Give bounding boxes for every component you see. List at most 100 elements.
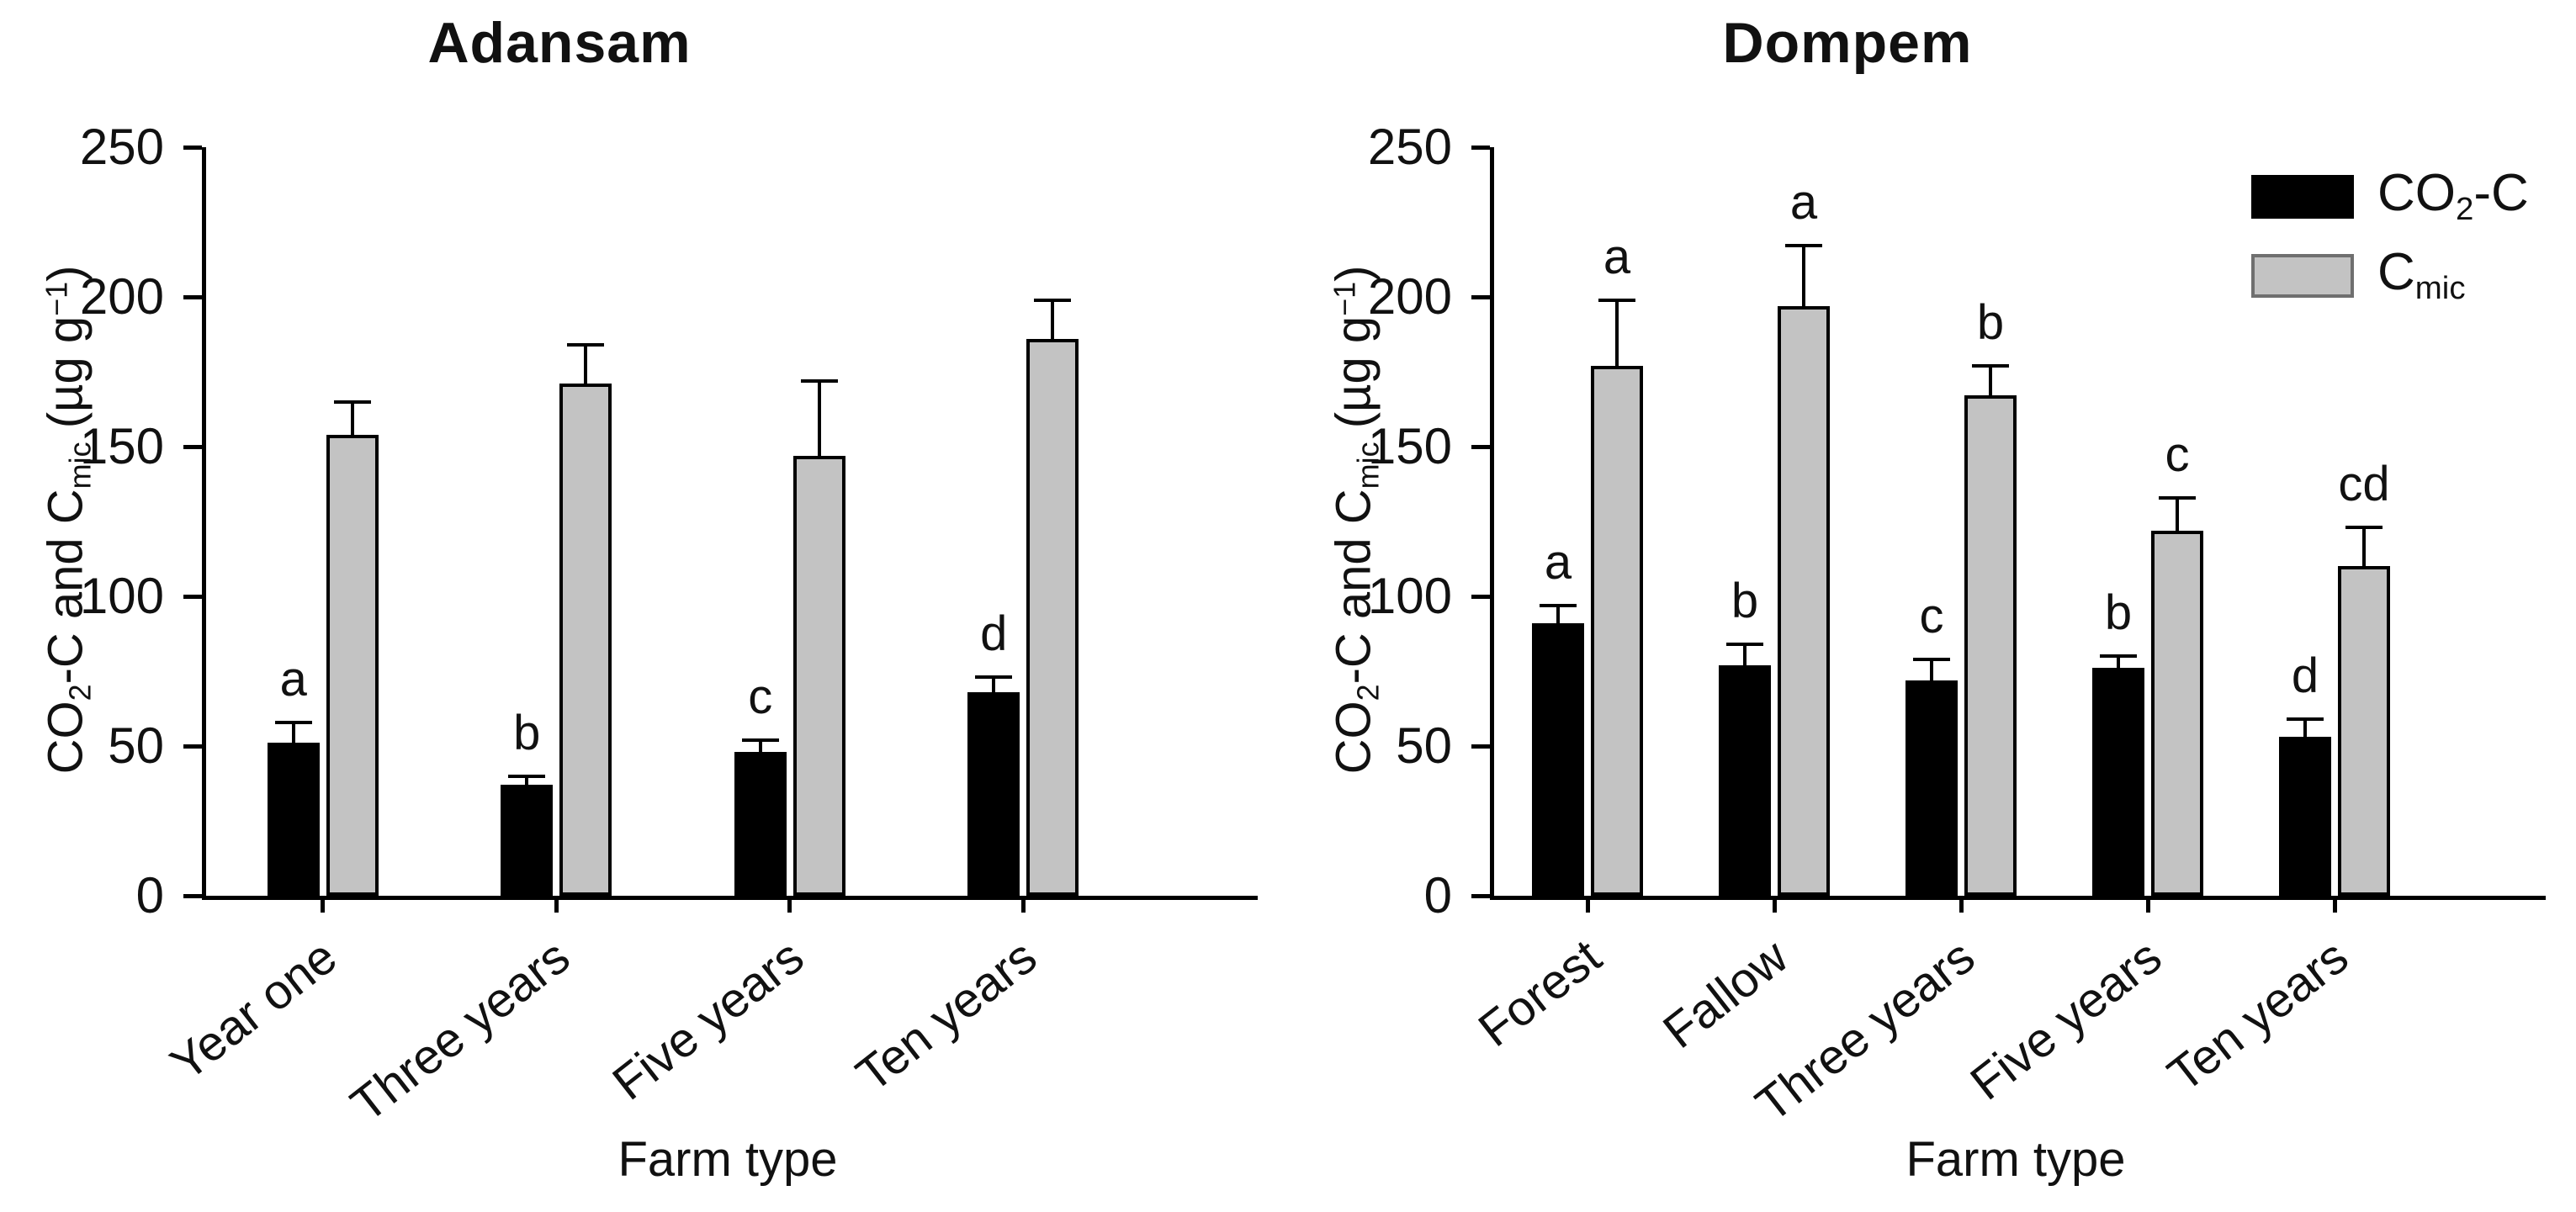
error-bar-cap	[1785, 244, 1822, 248]
x-axis-title: Farm type	[617, 1132, 838, 1187]
error-bar-stem	[1556, 605, 1560, 624]
y-tick-mark	[1471, 893, 1490, 898]
legend-item: CO2-C	[2251, 166, 2529, 228]
significance-letter: b	[1976, 294, 2005, 350]
x-tick-mark	[1959, 896, 1964, 913]
y-tick-mark	[183, 744, 202, 749]
significance-letter: cd	[2338, 457, 2390, 512]
chart-panel-dompem: Dompem CO2-C and Cmic (µg g−1) 0 50 100 150…	[1288, 0, 2576, 1212]
plot-area: 0 50 100 150 200 250 Year one a Three years b Five…	[80, 119, 1258, 1132]
error-bar-cap	[1972, 363, 2009, 368]
error-bar-stem	[1743, 643, 1746, 665]
significance-letter: d	[980, 606, 1008, 662]
y-tick-mark	[1471, 294, 1490, 299]
error-bar-stem	[1930, 659, 1933, 680]
bar-cmic	[792, 455, 845, 896]
y-tick-mark	[183, 594, 202, 599]
error-bar-cap	[2100, 654, 2137, 659]
error-bar-cap	[1913, 657, 1950, 661]
bar-co2c	[1719, 664, 1771, 896]
error-bar-stem	[1051, 299, 1055, 339]
error-bar-cap	[1034, 298, 1072, 302]
y-tick-mark	[183, 893, 202, 898]
x-tick-mark	[787, 896, 792, 913]
error-bar-cap	[1726, 642, 1763, 646]
legend-swatch-co2c	[2251, 175, 2354, 219]
legend-label: CO2-C	[2377, 164, 2529, 227]
x-tick-mark	[2145, 896, 2150, 913]
legend-label: Cmic	[2377, 243, 2466, 306]
x-tick-mark	[554, 896, 559, 913]
bar-cmic	[559, 384, 612, 896]
y-tick-mark	[1471, 594, 1490, 599]
bar-cmic	[1964, 395, 2017, 896]
bar-cmic	[2151, 530, 2203, 896]
plot-area: 0 50 100 150 200 250 Forest a a Fallow b a Three yea…	[1368, 119, 2546, 1132]
error-bar-cap	[508, 774, 546, 778]
error-bar-cap	[2345, 526, 2383, 530]
y-tick-label: 200	[1367, 268, 1452, 325]
bar-cmic	[1591, 365, 1643, 896]
bar-co2c	[2279, 737, 2331, 896]
x-tick-label: Ten years	[846, 929, 1047, 1103]
y-tick-label: 150	[79, 418, 164, 474]
y-tick-label: 100	[79, 568, 164, 624]
significance-letter: a	[1603, 229, 1631, 284]
error-bar-cap	[975, 675, 1013, 680]
error-bar-cap	[274, 720, 312, 724]
error-bar-stem	[817, 380, 821, 456]
y-tick-label: 0	[1423, 867, 1452, 924]
error-bar-cap	[800, 378, 838, 383]
bar-co2c	[1905, 680, 1958, 896]
y-tick-mark	[183, 294, 202, 299]
error-bar-cap	[1598, 298, 1635, 302]
significance-letter: a	[1544, 534, 1572, 590]
significance-letter: b	[2104, 585, 2133, 641]
x-tick-label: Three years	[341, 929, 580, 1133]
legend-swatch-cmic	[2251, 254, 2354, 298]
chart-title: Dompem	[1722, 11, 1973, 75]
legend-item: Cmic	[2251, 245, 2529, 307]
bar-co2c	[967, 691, 1020, 896]
x-tick-mark	[1772, 896, 1777, 913]
significance-letter: c	[748, 669, 773, 724]
significance-letter: c	[1919, 588, 1944, 643]
y-tick-mark	[183, 444, 202, 449]
x-tick-mark	[2332, 896, 2337, 913]
significance-letter: b	[513, 705, 541, 760]
y-tick-mark	[183, 145, 202, 150]
error-bar-stem	[2117, 656, 2120, 669]
error-bar-stem	[350, 401, 354, 435]
y-tick-label: 250	[79, 119, 164, 175]
x-axis-title: Farm type	[1905, 1132, 2126, 1187]
bar-co2c	[2092, 668, 2144, 896]
error-bar-cap	[2287, 717, 2324, 721]
error-bar-cap	[2159, 495, 2196, 500]
y-axis-label: CO2-C and Cmic (µg g−1)	[1326, 265, 1386, 775]
chart-title: Adansam	[427, 11, 692, 75]
bar-co2c	[1532, 623, 1584, 896]
x-tick-label: Five years	[602, 929, 814, 1111]
error-bar-stem	[1615, 299, 1619, 366]
error-bar-stem	[2303, 718, 2307, 738]
y-tick-mark	[1471, 444, 1490, 449]
error-bar-stem	[758, 739, 762, 753]
error-bar-cap	[567, 342, 605, 347]
bar-co2c	[267, 743, 320, 896]
bar-co2c	[734, 752, 787, 896]
x-tick-mark	[1585, 896, 1590, 913]
error-bar-cap	[1540, 603, 1577, 607]
y-tick-mark	[1471, 744, 1490, 749]
y-tick-label: 50	[1396, 717, 1452, 774]
bar-cmic	[1778, 305, 1830, 896]
error-bar-stem	[525, 775, 529, 786]
x-tick-mark	[1020, 896, 1026, 913]
y-tick-label: 200	[79, 268, 164, 325]
y-axis-label: CO2-C and Cmic (µg g−1)	[38, 265, 98, 775]
significance-letter: a	[1789, 175, 1818, 230]
significance-letter: c	[2165, 426, 2190, 482]
chart-panel-adansam: Adansam CO2-C and Cmic (µg g−1) 0 50 100 15…	[38, 11, 1258, 1187]
x-tick-mark	[321, 896, 326, 913]
y-tick-mark	[1471, 145, 1490, 150]
